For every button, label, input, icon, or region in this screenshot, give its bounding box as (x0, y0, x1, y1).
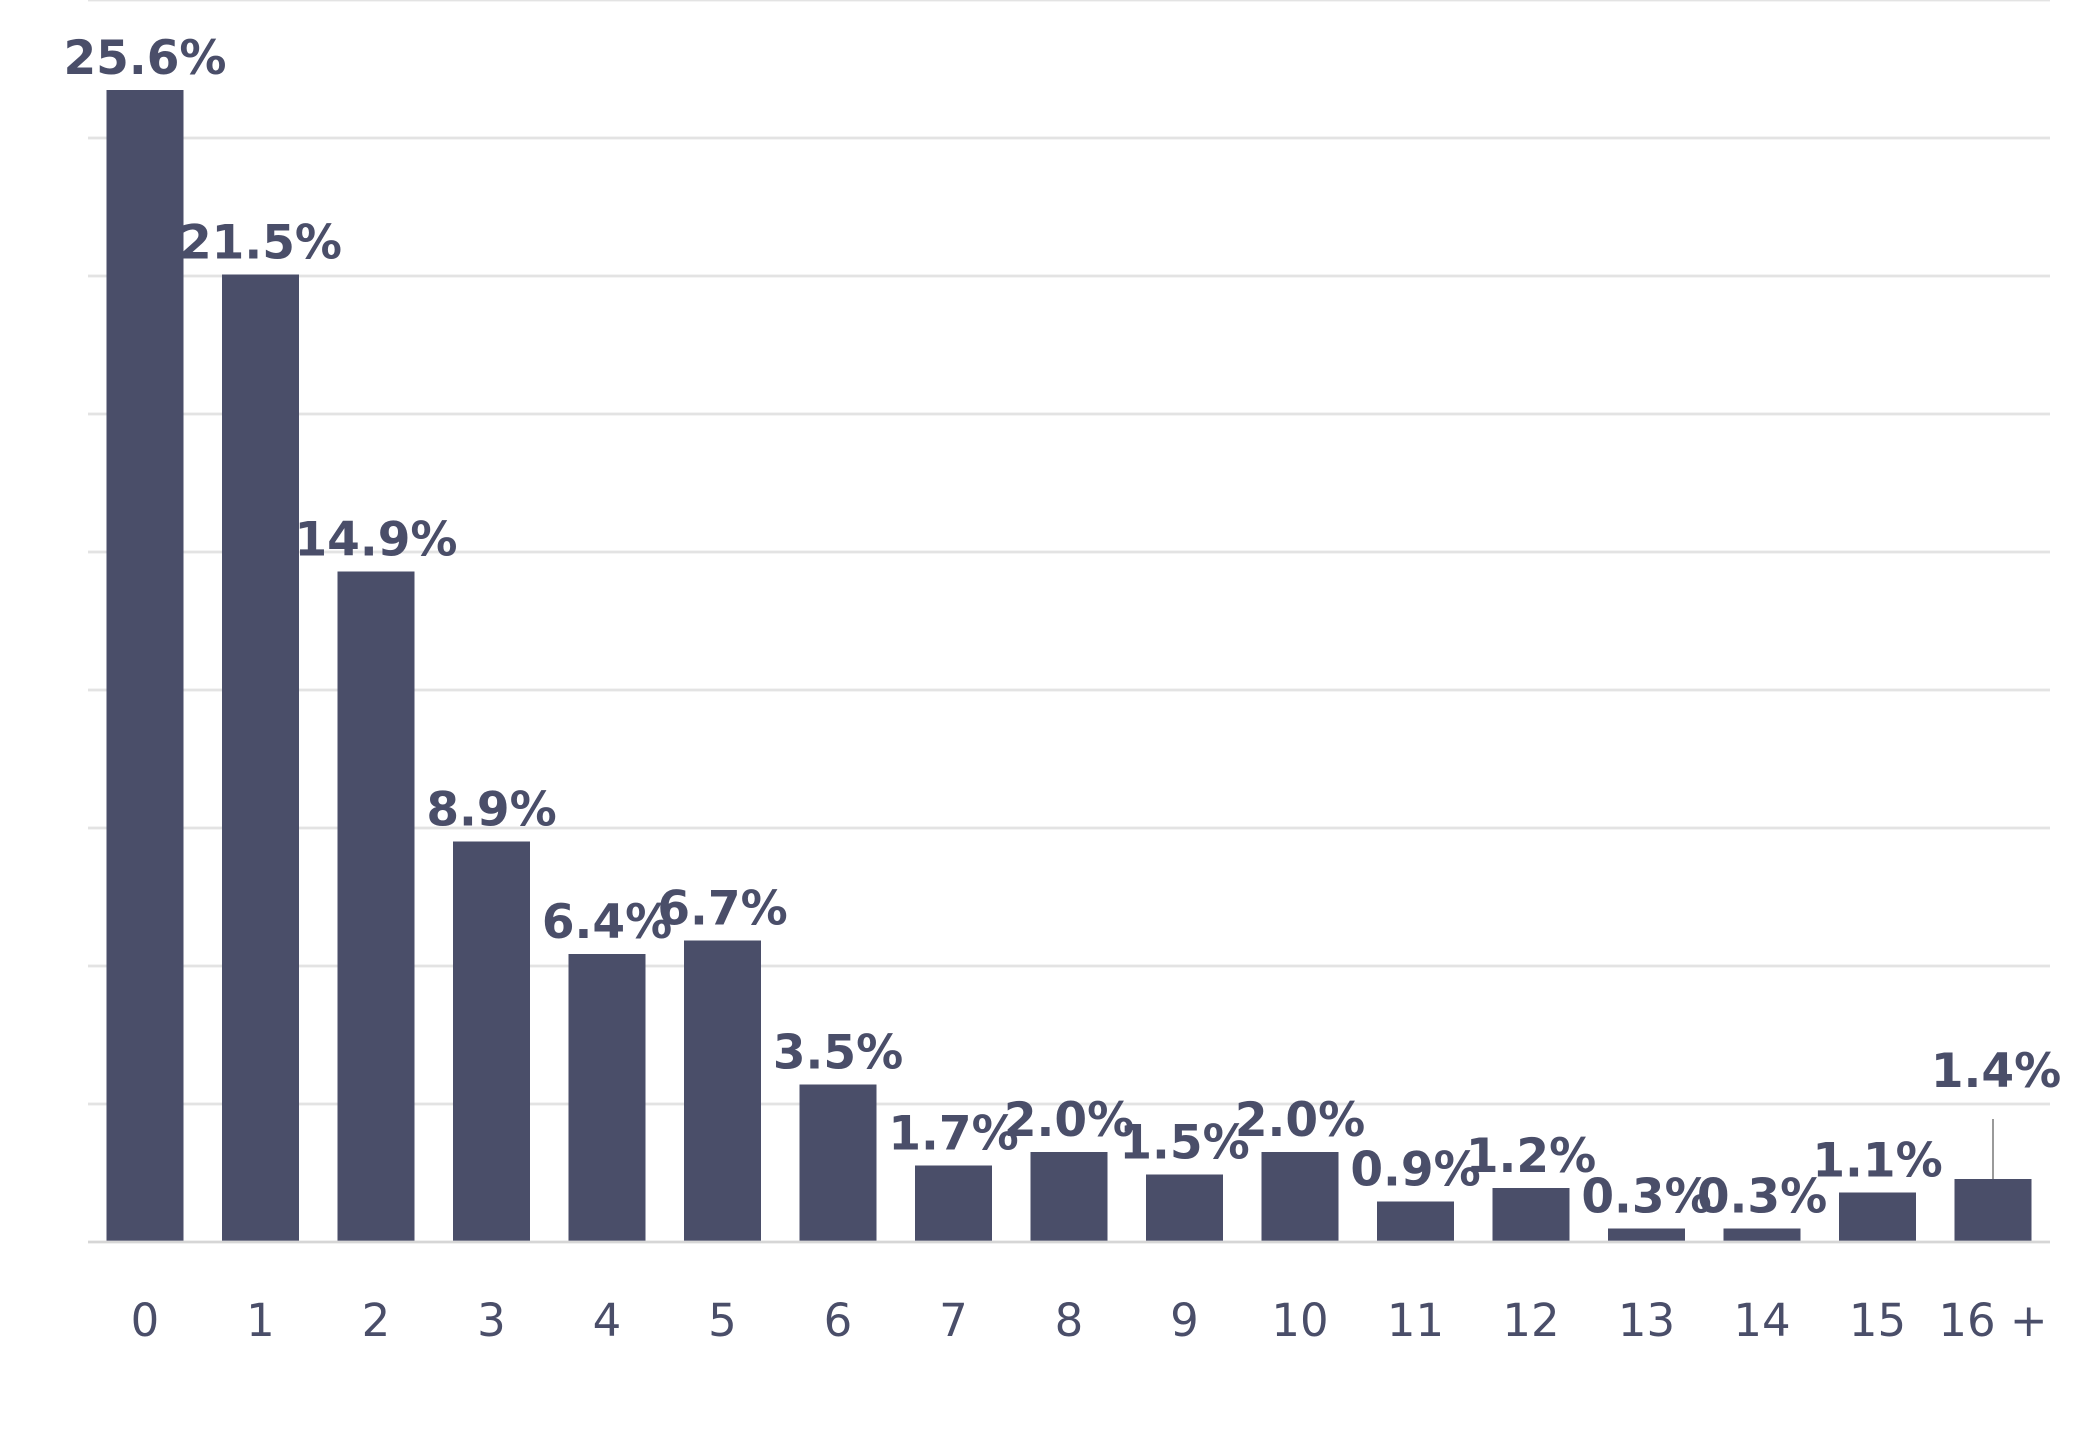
data-label: 0.3% (1581, 1170, 1711, 1225)
bar-9 (1146, 1174, 1223, 1242)
x-tick-label: 15 (1849, 1294, 1906, 1347)
data-label: 0.9% (1350, 1143, 1480, 1198)
data-label: 25.6% (63, 31, 226, 86)
x-axis-tick-labels: 0 1 2 3 4 5 6 7 8 9 10 11 12 13 14 15 16 + (131, 1294, 2048, 1347)
x-tick-label: 5 (708, 1294, 737, 1347)
bar-13 (1608, 1228, 1685, 1242)
data-label: 1.1% (1812, 1134, 1942, 1189)
bar-4 (568, 954, 646, 1242)
x-tick-label: 3 (477, 1294, 506, 1347)
gridlines (88, 0, 2050, 1106)
bar-10 (1261, 1152, 1339, 1242)
data-label: 2.0% (1235, 1093, 1365, 1148)
x-tick-label: 8 (1055, 1294, 1084, 1347)
bar-16 (1954, 1179, 2032, 1242)
bar-11 (1377, 1201, 1454, 1242)
x-tick-label: 4 (593, 1294, 622, 1347)
x-tick-label: 2 (362, 1294, 391, 1347)
data-label: 1.5% (1119, 1116, 1249, 1171)
x-tick-label: 1 (246, 1294, 275, 1347)
bar-3 (453, 841, 530, 1242)
x-tick-label: 16 + (1938, 1294, 2047, 1347)
bar-8 (1030, 1152, 1108, 1242)
data-label: 21.5% (179, 216, 342, 271)
bar-6 (799, 1084, 877, 1242)
bar-15 (1839, 1192, 1916, 1242)
bar-7 (915, 1165, 992, 1242)
x-tick-label: 14 (1733, 1294, 1790, 1347)
data-label: 6.4% (542, 895, 672, 950)
data-label: 1.2% (1466, 1129, 1596, 1184)
data-label: 6.7% (657, 882, 787, 937)
bar-0 (106, 90, 184, 1242)
bars (106, 90, 2032, 1242)
x-tick-label: 0 (131, 1294, 160, 1347)
x-tick-label: 12 (1502, 1294, 1559, 1347)
x-tick-label: 7 (939, 1294, 968, 1347)
x-tick-label: 9 (1170, 1294, 1199, 1347)
data-label: 8.9% (426, 783, 556, 838)
data-label: 0.3% (1697, 1170, 1827, 1225)
x-tick-label: 6 (824, 1294, 853, 1347)
data-labels: 25.6%21.5%14.9%8.9%6.4%6.7%3.5%1.7%2.0%1… (63, 31, 2061, 1225)
data-label: 1.4% (1931, 1044, 2061, 1099)
x-tick-label: 10 (1271, 1294, 1328, 1347)
bar-2 (337, 571, 415, 1242)
bar-12 (1492, 1188, 1570, 1242)
data-label: 14.9% (294, 513, 457, 568)
data-label: 1.7% (888, 1107, 1018, 1162)
x-tick-label: 13 (1618, 1294, 1675, 1347)
bar-5 (684, 940, 761, 1242)
x-tick-label: 11 (1387, 1294, 1444, 1347)
bar-1 (222, 274, 299, 1242)
data-label: 3.5% (773, 1026, 903, 1081)
data-label: 2.0% (1004, 1093, 1134, 1148)
bar-14 (1723, 1228, 1801, 1242)
